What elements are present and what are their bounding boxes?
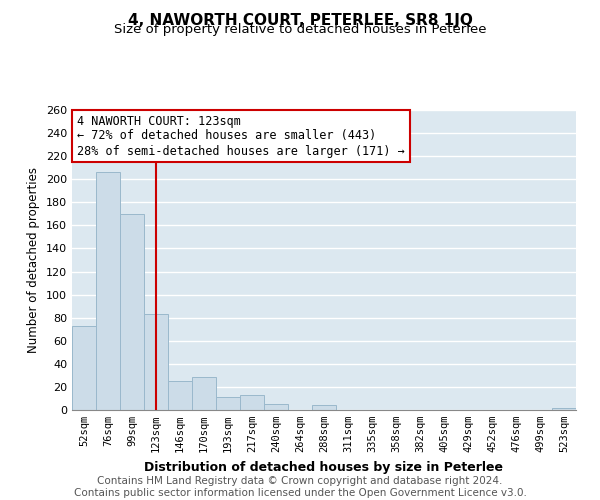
Bar — [240, 395, 264, 410]
Bar — [216, 398, 240, 410]
X-axis label: Distribution of detached houses by size in Peterlee: Distribution of detached houses by size … — [145, 460, 503, 473]
Text: Contains HM Land Registry data © Crown copyright and database right 2024.
Contai: Contains HM Land Registry data © Crown c… — [74, 476, 526, 498]
Bar — [144, 314, 168, 410]
Bar — [192, 376, 216, 410]
Bar — [120, 214, 144, 410]
Text: Size of property relative to detached houses in Peterlee: Size of property relative to detached ho… — [114, 22, 486, 36]
Text: 4 NAWORTH COURT: 123sqm
← 72% of detached houses are smaller (443)
28% of semi-d: 4 NAWORTH COURT: 123sqm ← 72% of detache… — [77, 114, 405, 158]
Bar — [552, 408, 576, 410]
Text: 4, NAWORTH COURT, PETERLEE, SR8 1JQ: 4, NAWORTH COURT, PETERLEE, SR8 1JQ — [128, 12, 472, 28]
Y-axis label: Number of detached properties: Number of detached properties — [28, 167, 40, 353]
Bar — [96, 172, 120, 410]
Bar — [168, 381, 192, 410]
Bar — [312, 406, 336, 410]
Bar — [264, 404, 288, 410]
Bar — [72, 326, 96, 410]
